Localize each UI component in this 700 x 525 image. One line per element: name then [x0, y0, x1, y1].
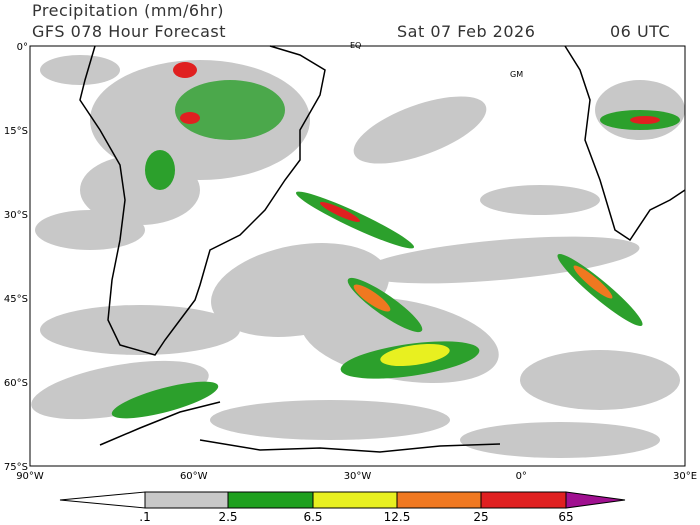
map-frame [29, 45, 686, 467]
equator-label: EQ [350, 41, 361, 50]
lat-label: 30°S [4, 210, 28, 221]
lat-label: 15°S [4, 126, 28, 137]
lon-label: 30°E [673, 471, 697, 482]
lat-label: 0° [17, 42, 28, 53]
light-precip [31, 55, 685, 458]
colorbar-label: 12.5 [384, 510, 411, 524]
colorbar-segment [396, 491, 482, 509]
meridian-label: GM [510, 70, 523, 79]
colorbar-label: 6.5 [303, 510, 322, 524]
lon-label: 30°W [344, 471, 372, 482]
colorbar-label: 25 [473, 510, 488, 524]
lon-label: 0° [516, 471, 527, 482]
date-label: Sat 07 Feb 2026 [397, 22, 535, 41]
colorbar-label: 2.5 [218, 510, 237, 524]
colorbar-label: .1 [139, 510, 150, 524]
title: Precipitation (mm/6hr) [32, 1, 224, 20]
colorbar-label: 65 [558, 510, 573, 524]
colorbar-segment [565, 491, 626, 509]
coastlines [79, 45, 686, 453]
moderate-precip [111, 62, 680, 419]
lat-label: 60°S [4, 378, 28, 389]
colorbar-segment [144, 491, 229, 509]
colorbar-segment [480, 491, 567, 509]
lat-label: 75°S [4, 462, 28, 473]
lon-label: 60°W [180, 471, 208, 482]
time-label: 06 UTC [610, 22, 670, 41]
lat-label: 45°S [4, 294, 28, 305]
colorbar [59, 491, 626, 509]
colorbar-segment [312, 491, 398, 509]
colorbar-segment [227, 491, 314, 509]
lon-label: 90°W [16, 471, 44, 482]
colorbar-segment [59, 491, 146, 509]
model-label: GFS 078 Hour Forecast [32, 22, 226, 41]
map-area: EQ GM [29, 41, 686, 467]
